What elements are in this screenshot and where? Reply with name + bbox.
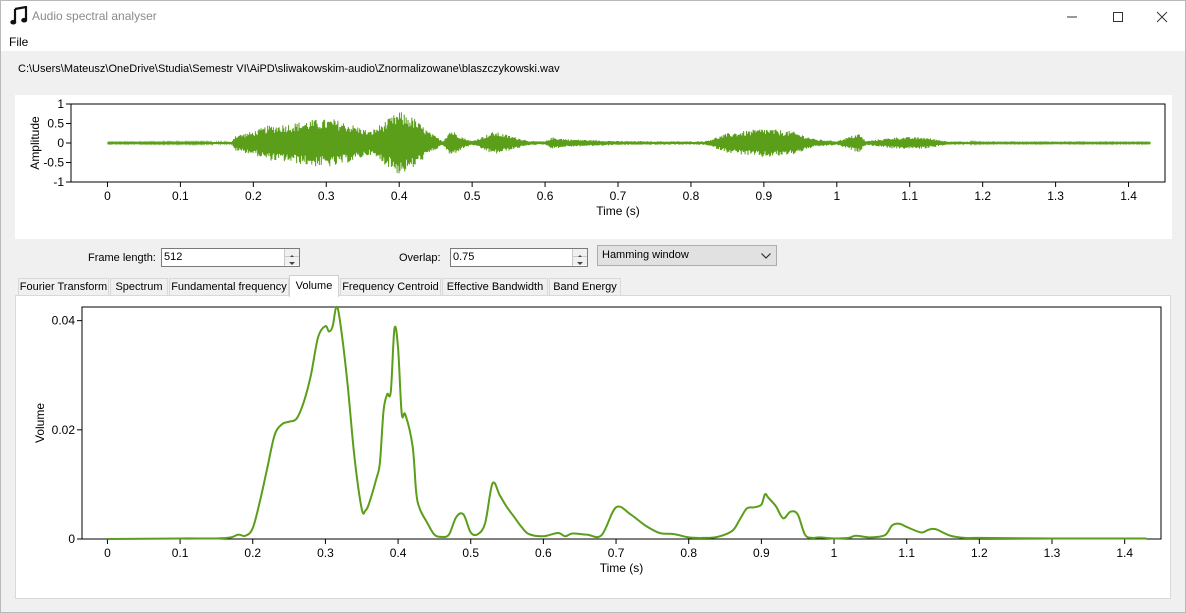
y-tick-label: 0: [57, 136, 64, 150]
x-tick-label: 0.3: [318, 189, 335, 203]
waveform-series-line: [107, 112, 1151, 174]
tab-band-energy[interactable]: Band Energy: [549, 278, 621, 296]
x-tick-label: 0.2: [245, 189, 262, 203]
tab-fundamental-frequency[interactable]: Fundamental frequency: [169, 278, 289, 296]
x-tick-label: 0.8: [683, 189, 700, 203]
x-tick-label: 0.8: [680, 546, 697, 560]
window-function-select[interactable]: Hamming window: [597, 245, 777, 266]
x-tick-label: 1.4: [1120, 189, 1137, 203]
volume-chart: 0 0.1 0.2 0.3 0.4 0.5 0.6 0.7 0.8 0.9 1 1.1 1.2 1.3 1.…: [33, 305, 1162, 575]
waveform-panel: 0 0.1 0.2 0.3 0.4 0.5 0.6 0.7 0.8 0.9 1 1.1 1.2 1.3 1.…: [15, 95, 1172, 239]
frame-length-down-button[interactable]: [285, 257, 299, 265]
frame-length-up-button[interactable]: [285, 249, 299, 258]
x-axis-label: Time (s): [600, 561, 644, 575]
x-tick-label: 1: [833, 189, 840, 203]
tab-frequency-centroid[interactable]: Frequency Centroid: [340, 278, 441, 296]
y-tick-label: 0: [68, 532, 75, 546]
menu-bar: File: [1, 32, 1185, 51]
window-title: Audio spectral analyser: [32, 9, 157, 23]
x-tick-label: 1.2: [971, 546, 988, 560]
x-tick-label: 0: [104, 546, 111, 560]
x-tick-label: 0.3: [317, 546, 334, 560]
overlap-stepper[interactable]: 0.75: [450, 248, 588, 267]
frame-length-value[interactable]: 512: [164, 251, 183, 263]
x-tick-label: 0.6: [537, 189, 554, 203]
x-tick-label: 0.2: [244, 546, 261, 560]
x-tick-label: 1.2: [974, 189, 991, 203]
x-axis-label: Time (s): [596, 204, 640, 218]
waveform-chart: 0 0.1 0.2 0.3 0.4 0.5 0.6 0.7 0.8 0.9 1 1.1 1.2 1.3 1.…: [28, 97, 1166, 218]
menu-file[interactable]: File: [9, 35, 29, 49]
close-button[interactable]: [1139, 1, 1185, 32]
chevron-down-icon: [577, 262, 583, 265]
x-tick-label: 0.1: [172, 546, 189, 560]
tab-effective-bandwidth[interactable]: Effective Bandwidth: [442, 278, 548, 296]
overlap-down-button[interactable]: [573, 257, 587, 265]
tab-spectrum[interactable]: Spectrum: [110, 278, 168, 296]
y-tick-label: 0.5: [47, 117, 64, 131]
tab-fourier-transform[interactable]: Fourier Transform: [18, 278, 109, 296]
music-note-icon: [10, 6, 28, 25]
frame-length-label: Frame length:: [88, 252, 156, 264]
overlap-value[interactable]: 0.75: [453, 251, 475, 263]
close-icon: [1156, 11, 1168, 23]
tab-volume[interactable]: Volume: [289, 275, 339, 297]
chevron-down-icon: [289, 262, 295, 265]
x-tick-label: 0.5: [464, 189, 481, 203]
x-tick-label: 1.1: [901, 189, 918, 203]
volume-tab-page: 0 0.1 0.2 0.3 0.4 0.5 0.6 0.7 0.8 0.9 1 1.1 1.2 1.3 1.…: [15, 295, 1171, 599]
x-tick-label: 0.7: [608, 546, 625, 560]
window-function-value: Hamming window: [602, 249, 689, 261]
x-tick-label: 1.3: [1044, 546, 1061, 560]
x-tick-label: 1.4: [1116, 546, 1133, 560]
y-tick-label: 1: [57, 97, 64, 111]
x-tick-label: 0.1: [172, 189, 189, 203]
x-tick-label: 0.9: [756, 189, 773, 203]
x-tick-label: 0: [104, 189, 111, 203]
chevron-down-icon: [761, 253, 771, 259]
frame-length-stepper[interactable]: 512: [161, 248, 300, 267]
x-tick-label: 0.5: [462, 546, 479, 560]
y-tick-label: -0.5: [43, 156, 64, 170]
x-tick-label: 0.4: [390, 546, 407, 560]
file-path: C:\Users\Mateusz\OneDrive\Studia\Semestr…: [18, 63, 560, 75]
maximize-button[interactable]: [1095, 1, 1141, 32]
minimize-button[interactable]: [1049, 1, 1095, 32]
x-tick-label: 1.1: [898, 546, 915, 560]
x-tick-label: 0.7: [610, 189, 627, 203]
y-tick-label: -1: [53, 175, 64, 189]
volume-series-line: [107, 305, 1147, 540]
overlap-label: Overlap:: [399, 252, 441, 264]
maximize-icon: [1113, 12, 1123, 22]
minimize-icon: [1067, 16, 1077, 18]
x-tick-label: 1.3: [1047, 189, 1064, 203]
y-tick-label: 0.04: [52, 314, 76, 328]
title-bar[interactable]: Audio spectral analyser: [1, 1, 1185, 32]
x-tick-label: 0.9: [753, 546, 770, 560]
x-tick-label: 1: [831, 546, 838, 560]
plot-frame: [81, 306, 1162, 540]
y-axis-label: Amplitude: [28, 116, 42, 170]
y-tick-label: 0.02: [52, 423, 76, 437]
x-tick-label: 0.4: [391, 189, 408, 203]
x-tick-label: 0.6: [535, 546, 552, 560]
overlap-up-button[interactable]: [573, 249, 587, 258]
y-axis-label: Volume: [33, 403, 47, 443]
